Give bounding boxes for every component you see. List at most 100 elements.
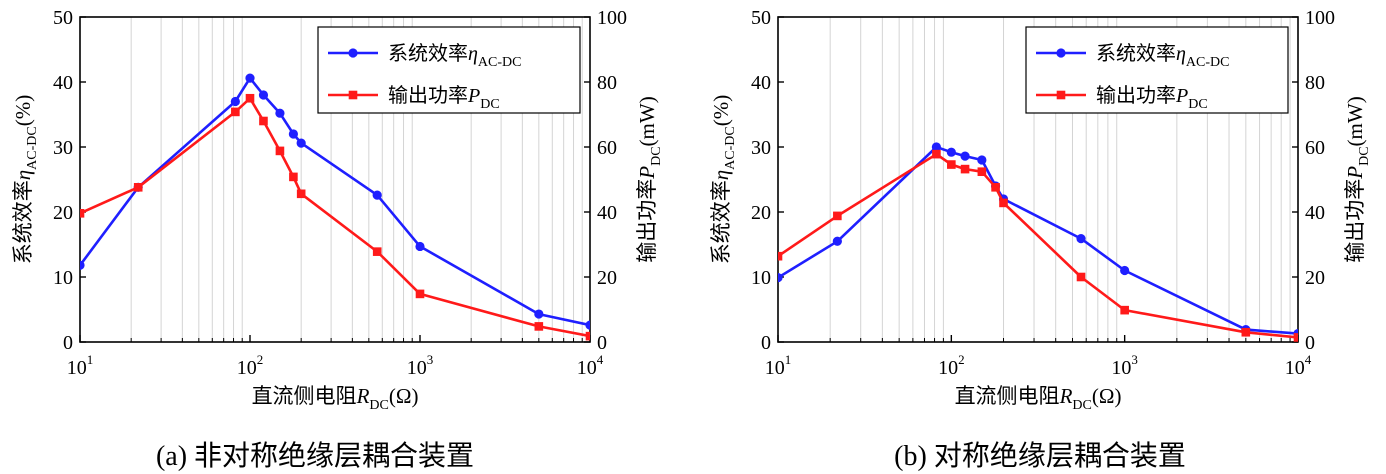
x-tick-base: 10	[1285, 357, 1305, 379]
y-tick-label-left: 30	[751, 137, 771, 159]
data-point	[372, 190, 382, 200]
y-axis-title-left-var: η	[709, 170, 733, 180]
data-point	[258, 90, 269, 100]
legend-label: 系统效率ηAC-DC	[388, 42, 521, 70]
legend-label-name: 系统效率	[388, 42, 468, 65]
x-axis-title-var: R	[356, 384, 370, 408]
y-tick-label-left: 20	[751, 202, 771, 224]
y-tick-label-left: 10	[53, 267, 73, 289]
y-axis-left: 0 10 20 30 40 50	[53, 7, 86, 354]
y-axis-title-right-var: P	[1343, 166, 1367, 180]
y-tick-label-right: 60	[597, 137, 617, 159]
y-tick-label-right: 60	[1305, 137, 1325, 159]
data-point	[1241, 327, 1251, 337]
legend-label-name: 系统效率	[1096, 42, 1176, 65]
x-tick-label: 102	[237, 352, 264, 379]
data-point	[275, 146, 285, 156]
y-axis-title-right: 输出功率PDC(mW)	[635, 96, 664, 262]
data-point	[1293, 333, 1298, 342]
data-point	[133, 183, 143, 192]
legend-swatch-marker	[348, 48, 358, 58]
x-tick-exponent: 1	[785, 352, 792, 367]
series-power	[778, 149, 1298, 342]
data-point	[832, 236, 842, 246]
data-point	[275, 108, 285, 118]
x-axis: 101 102 103 104	[67, 335, 604, 379]
data-point	[778, 251, 783, 261]
y-tick-label-right: 80	[597, 72, 617, 94]
y-tick-label-right: 40	[597, 202, 617, 224]
x-axis-title-main: 直流侧电阻	[955, 384, 1060, 408]
y-axis-title-left: 系统效率ηAC-DC(%)	[709, 95, 738, 264]
y-tick-label-right: 100	[1305, 7, 1335, 29]
y-tick-label-right: 20	[597, 267, 617, 289]
x-tick-label: 102	[938, 352, 965, 379]
data-point	[289, 172, 298, 182]
data-point	[245, 93, 255, 103]
legend-label-sub: DC	[480, 97, 499, 112]
series-line	[80, 76, 590, 327]
data-point	[991, 183, 1000, 192]
x-axis-title-sub: DC	[369, 398, 388, 413]
figure-caption: (a) 非对称绝缘层耦合装置	[156, 440, 474, 472]
y-tick-label-left: 0	[63, 332, 73, 354]
legend-label: 系统效率ηAC-DC	[1096, 42, 1229, 70]
legend-label: 输出功率PDC	[388, 84, 500, 112]
data-point	[947, 160, 956, 169]
data-point	[415, 289, 425, 299]
x-tick-base: 10	[1111, 357, 1131, 379]
data-point	[585, 320, 590, 330]
x-axis-title: 直流侧电阻RDC(Ω)	[955, 384, 1122, 413]
y-axis-title-left-main: 系统效率	[11, 180, 35, 264]
y-tick-label-right: 40	[1305, 202, 1325, 224]
plot-frame	[79, 16, 591, 343]
x-tick-label: 104	[1285, 352, 1312, 379]
y-axis-title-right-suffix: (mW)	[1343, 96, 1367, 146]
data-point	[778, 273, 783, 283]
legend-label-var: η	[1176, 43, 1186, 65]
y-tick-label-right: 0	[1305, 332, 1315, 354]
x-axis-title-suffix: (Ω)	[1092, 384, 1122, 408]
x-axis-title-main: 直流侧电阻	[252, 384, 357, 408]
plot-frame	[777, 16, 1299, 343]
y-axis-title-left-sub: AC-DC	[723, 126, 738, 170]
x-tick-label: 103	[407, 352, 434, 379]
series-efficiency	[778, 142, 1298, 339]
data-point	[296, 138, 306, 148]
x-tick-exponent: 4	[1305, 352, 1312, 367]
x-tick-exponent: 4	[597, 352, 604, 367]
data-point	[245, 73, 255, 83]
series-efficiency	[80, 73, 590, 330]
y-tick-label-right: 20	[1305, 267, 1325, 289]
y-axis-title-left-suffix: (%)	[11, 95, 35, 126]
x-tick-label: 104	[577, 352, 604, 379]
data-point	[534, 309, 544, 319]
data-point	[833, 211, 842, 221]
x-axis-title-suffix: (Ω)	[389, 384, 419, 408]
legend-label-sub: AC-DC	[478, 55, 522, 70]
data-point	[960, 164, 970, 174]
data-point	[977, 167, 987, 176]
y-tick-label-left: 40	[53, 72, 73, 94]
legend: 系统效率ηAC-DC 输出功率PDC	[317, 26, 581, 114]
x-axis-title-var: R	[1059, 384, 1073, 408]
y-axis-title-left: 系统效率ηAC-DC(%)	[11, 95, 40, 264]
legend-swatch-marker	[1056, 90, 1066, 100]
y-axis-title-left-sub: AC-DC	[25, 126, 40, 170]
y-tick-label-left: 20	[53, 202, 73, 224]
y-tick-label-left: 50	[751, 7, 771, 29]
data-point	[259, 116, 268, 126]
x-axis-title-sub: DC	[1072, 398, 1091, 413]
y-tick-label-right: 80	[1305, 72, 1325, 94]
data-point	[931, 142, 941, 152]
y-tick-label-left: 10	[751, 267, 771, 289]
legend-label-name: 输出功率	[1096, 84, 1176, 107]
data-point	[372, 247, 382, 256]
series-power	[80, 93, 590, 341]
y-tick-label-right: 0	[597, 332, 607, 354]
data-point	[80, 209, 85, 218]
x-tick-exponent: 2	[257, 352, 264, 367]
